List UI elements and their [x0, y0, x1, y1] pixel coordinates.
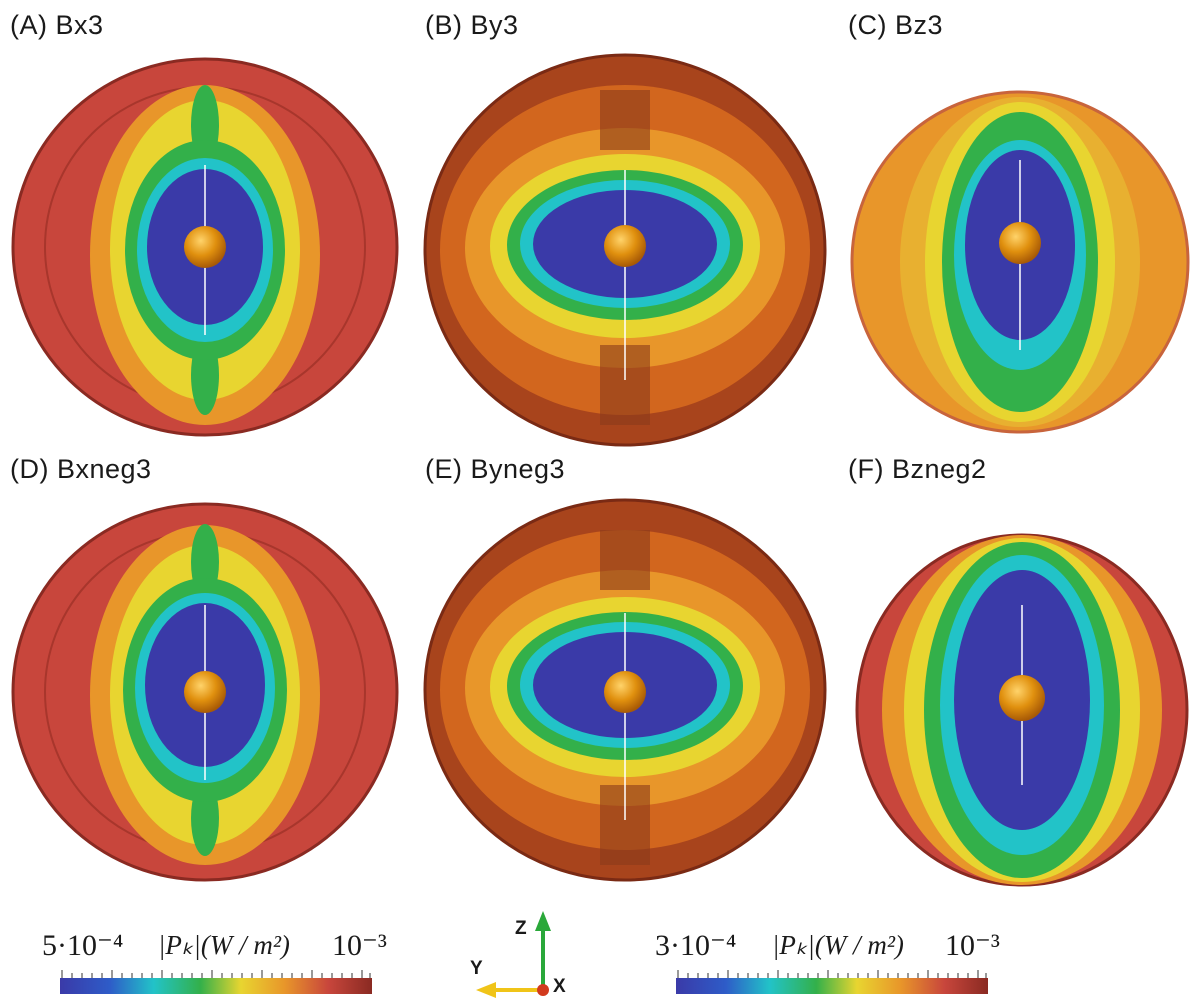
panel-e-plot	[423, 498, 827, 882]
central-sphere	[999, 675, 1045, 721]
x-axis-dot	[537, 984, 549, 996]
panel-d-label: (D) Bxneg3	[10, 454, 152, 484]
panel-c-label: (C) Bz3	[848, 10, 944, 40]
panel-a-label: (A) Bx3	[10, 10, 104, 40]
top-column	[600, 530, 650, 590]
central-sphere	[184, 671, 226, 713]
y-axis-arrowhead	[476, 982, 496, 998]
z-axis-label: Z	[515, 918, 527, 939]
colorbar-2-title: |Pₖ|(W / m²)	[772, 930, 904, 960]
central-sphere	[604, 225, 646, 267]
panel-b-label: (B) By3	[425, 10, 519, 40]
colorbar-1-gradient	[60, 978, 372, 994]
panel-b-plot	[423, 53, 827, 447]
colorbar-1-max-label: 10⁻³	[332, 929, 387, 962]
panel-c-plot	[850, 90, 1190, 434]
colorbar-1	[60, 970, 372, 994]
panel-f-plot	[855, 533, 1189, 887]
panel-d-plot	[11, 502, 399, 882]
central-sphere	[999, 222, 1041, 264]
panel-e-label: (E) Byneg3	[425, 454, 566, 484]
colorbar-1-min-label: 5·10⁻⁴	[42, 929, 124, 962]
panel-a-plot	[11, 57, 399, 437]
z-axis-arrowhead	[535, 911, 551, 931]
colorbar-2-gradient	[676, 978, 988, 994]
colorbar-2-ticks	[677, 970, 987, 978]
colorbar-2-min-label: 3·10⁻⁴	[655, 929, 737, 962]
panel-f-label: (F) Bzneg2	[848, 454, 987, 484]
colorbar-2	[676, 970, 988, 994]
y-axis-label: Y	[470, 958, 483, 979]
central-sphere	[184, 226, 226, 268]
colorbar-2-max-label: 10⁻³	[945, 929, 1000, 962]
colorbar-1-ticks	[61, 970, 371, 978]
colorbar-1-title: |Pₖ|(W / m²)	[158, 930, 290, 960]
axis-triad	[476, 911, 551, 998]
central-sphere	[604, 671, 646, 713]
x-axis-label: X	[553, 976, 566, 997]
top-column	[600, 90, 650, 150]
